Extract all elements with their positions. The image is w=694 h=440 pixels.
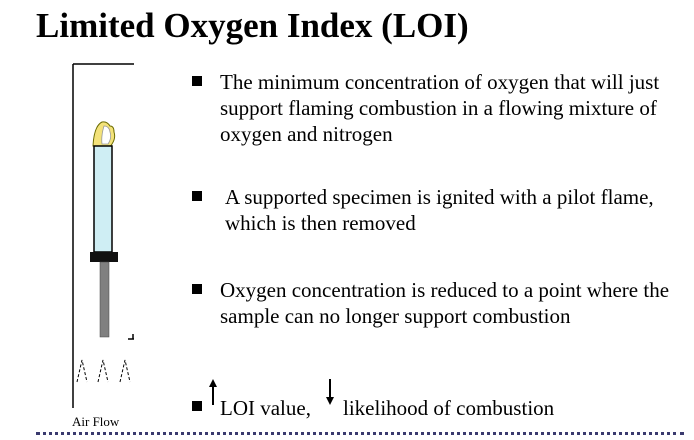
slide-title: Limited Oxygen Index (LOI) — [36, 6, 469, 45]
bullet-marker — [192, 284, 202, 294]
bullet-text: Oxygen concentration is reduced to a poi… — [220, 278, 670, 328]
bullet-text: A supported specimen is ignited with a p… — [225, 185, 654, 235]
specimen — [93, 145, 113, 253]
bullet-marker — [192, 191, 202, 201]
arrow-up-icon — [209, 379, 217, 405]
support-rod — [99, 261, 110, 338]
bullet-text: The minimum concentration of oxygen that… — [220, 70, 660, 146]
bullet-marker — [192, 401, 202, 411]
bullet-marker — [192, 76, 202, 86]
bullet-2: A supported specimen is ignited with a p… — [192, 184, 672, 236]
bullet-3: Oxygen concentration is reduced to a poi… — [192, 277, 672, 329]
figure-caption: Air Flow — [72, 414, 120, 429]
flame-core — [101, 125, 112, 145]
airflow-arrows — [76, 359, 131, 383]
arrow-down-icon — [326, 379, 334, 405]
specimen-clamp — [90, 252, 118, 262]
loi-statement: LOI value, likelihood of combustion — [192, 378, 672, 420]
likelihood-text: likelihood of combustion — [343, 396, 555, 420]
bullet-1: The minimum concentration of oxygen that… — [192, 69, 672, 147]
loi-value-text: LOI value, — [220, 396, 311, 420]
footer-dotted-rule — [36, 432, 684, 435]
loi-apparatus-diagram: Air Flow — [72, 63, 134, 429]
